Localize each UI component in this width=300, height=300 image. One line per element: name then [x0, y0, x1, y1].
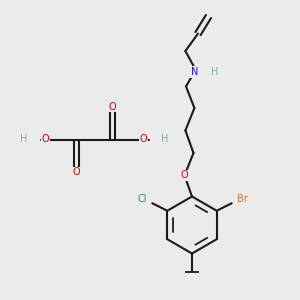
Text: Br: Br — [237, 194, 248, 204]
Text: Cl: Cl — [138, 194, 148, 204]
Text: N: N — [191, 67, 198, 77]
Text: O: O — [140, 134, 148, 145]
Text: O: O — [73, 167, 80, 177]
Text: H: H — [20, 134, 28, 145]
Text: O: O — [41, 134, 49, 145]
Text: H: H — [211, 67, 218, 77]
Text: H: H — [161, 134, 169, 145]
Text: O: O — [181, 170, 188, 181]
Text: O: O — [109, 102, 116, 112]
